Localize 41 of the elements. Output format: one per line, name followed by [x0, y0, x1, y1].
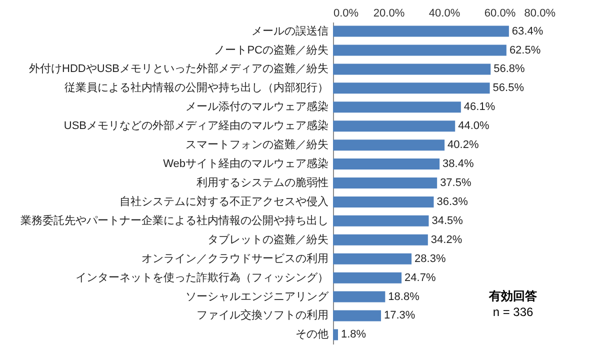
y-tick-label: Webサイト経由のマルウェア感染 [163, 157, 328, 170]
y-tick-label: メール添付のマルウェア感染 [186, 100, 328, 114]
y-tick-label: 利用するシステムの脆弱性 [196, 176, 328, 189]
y-tick-label: ファイル交換ソフトの利用 [196, 308, 328, 322]
data-label: 18.8% [388, 290, 420, 303]
data-label: 40.2% [448, 139, 479, 152]
y-tick-label: オンライン／クラウドサービスの利用 [142, 252, 328, 265]
y-tick-label: インターネットを使った詐欺行為（フィッシング） [76, 270, 328, 284]
x-tick-label: 80.0% [524, 8, 556, 20]
y-tick-label: 自社システムに対する不正アクセスや侵入 [120, 194, 328, 208]
y-tick-label: 従業員による社内情報の公開や持ち出し（内部犯行） [64, 81, 328, 94]
x-tick-label: 60.0% [484, 8, 516, 20]
y-tick-label: タブレットの盗難／紛失 [208, 232, 328, 246]
data-label: 56.5% [492, 82, 524, 94]
x-tick-label: 0.0% [334, 8, 359, 20]
y-tick-label: メールの誤送信 [252, 24, 328, 38]
y-tick-label: ソーシャルエンジニアリング [186, 290, 330, 303]
data-label: 56.8% [494, 63, 526, 76]
x-tick-label: 20.0% [373, 8, 405, 20]
data-label: 38.4% [442, 158, 474, 170]
data-label: 44.0% [458, 120, 490, 132]
data-label: 36.3% [436, 196, 468, 208]
data-label: 37.5% [440, 177, 472, 189]
y-tick-label: 業務委託先やパートナー企業による社内情報の公開や持ち出し [20, 214, 328, 227]
x-tick-label: 40.0% [428, 8, 460, 20]
data-label: 34.5% [432, 214, 464, 227]
annotation: n = 336 [492, 305, 534, 319]
data-label: 24.7% [404, 272, 436, 284]
data-label: 34.2% [430, 234, 462, 246]
y-tick-label: 外付けHDDやUSBメモリといった外部メディアの盗難／紛失 [29, 62, 328, 76]
data-label: 46.1% [464, 101, 496, 114]
data-label: 63.4% [512, 25, 544, 38]
data-label: 17.3% [384, 310, 416, 322]
y-tick-label: USBメモリなどの外部メディア経由のマルウェア感染 [64, 119, 328, 132]
data-label: 62.5% [509, 44, 541, 56]
y-tick-label: スマートフォンの盗難／紛失 [186, 138, 328, 152]
annotation: 有効回答 [488, 289, 538, 303]
y-tick-label: その他 [296, 328, 328, 341]
data-label: 1.8% [340, 328, 366, 341]
y-tick-label: ノートPCの盗難／紛失 [214, 43, 328, 56]
data-label: 28.3% [414, 252, 446, 265]
